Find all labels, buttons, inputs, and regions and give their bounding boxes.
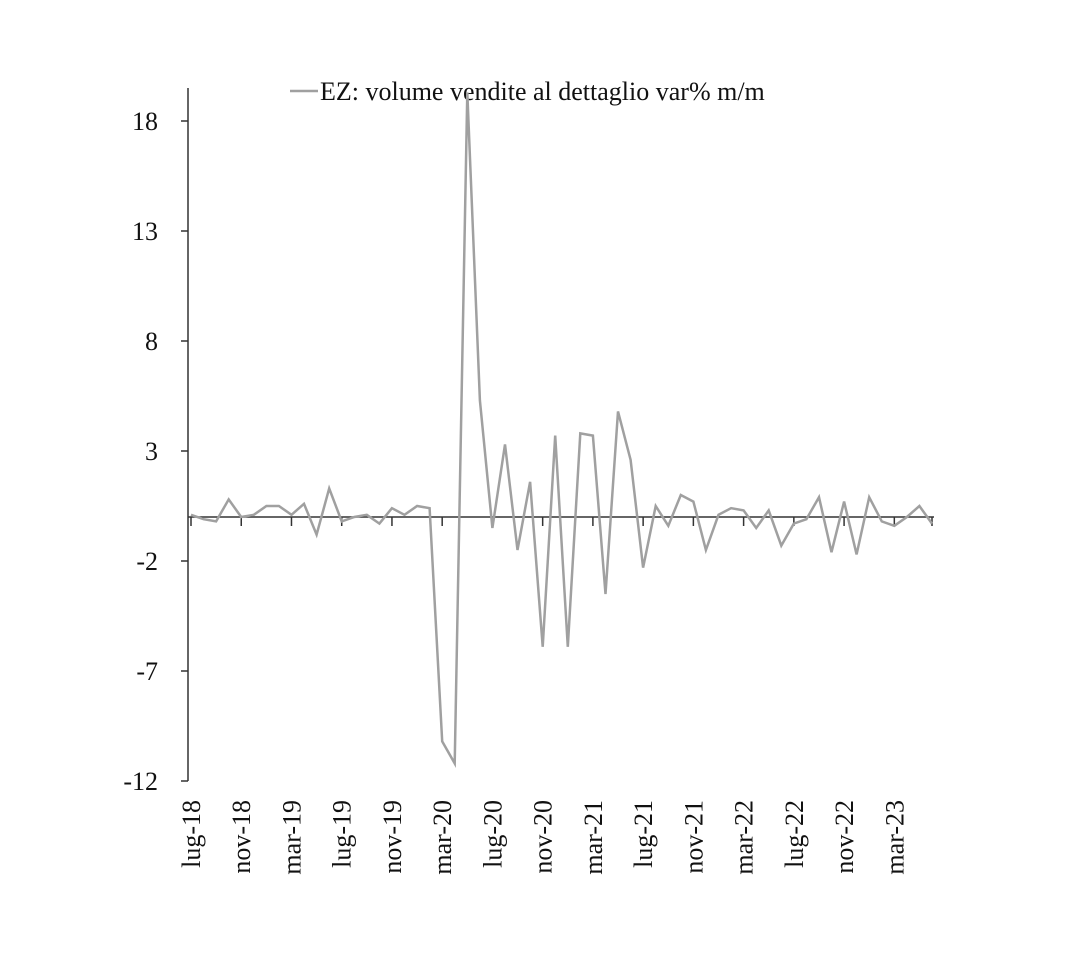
data-point <box>366 514 368 516</box>
y-tick-label: -7 <box>136 657 158 686</box>
data-point <box>768 509 770 511</box>
legend: EZ: volume vendite al dettaglio var% m/m <box>290 77 765 106</box>
data-point <box>893 525 895 527</box>
data-point <box>642 566 644 568</box>
data-point <box>202 518 204 520</box>
data-point <box>793 522 795 524</box>
data-point <box>655 505 657 507</box>
data-point <box>529 481 531 483</box>
x-tick-label: mar-20 <box>428 800 457 875</box>
data-point <box>328 487 330 489</box>
data-point <box>215 520 217 522</box>
data-point <box>881 520 883 522</box>
data-point <box>742 509 744 511</box>
data-point <box>504 443 506 445</box>
x-tick-label: nov-22 <box>830 800 859 874</box>
data-point <box>265 505 267 507</box>
data-point <box>479 399 481 401</box>
data-point <box>680 494 682 496</box>
x-tick-label: mar-23 <box>880 800 909 875</box>
data-point <box>403 514 405 516</box>
x-tick-label: mar-21 <box>579 800 608 875</box>
plot-area <box>190 91 934 768</box>
x-tick-label: lug-21 <box>629 800 658 868</box>
y-tick-label: 3 <box>145 437 158 466</box>
data-point <box>818 496 820 498</box>
data-point <box>454 762 456 764</box>
x-tick-label: nov-20 <box>529 800 558 874</box>
data-point <box>931 522 933 524</box>
y-tick-label: -2 <box>136 547 158 576</box>
x-tick-label: nov-18 <box>227 800 256 874</box>
data-point <box>341 520 343 522</box>
data-point <box>617 410 619 412</box>
data-point <box>554 434 556 436</box>
data-point <box>278 505 280 507</box>
data-point <box>253 514 255 516</box>
x-tick-label: mar-22 <box>730 800 759 875</box>
x-axis: lug-18 nov-18 mar-19 lug-19 nov-19 mar-20 lug-… <box>177 516 934 875</box>
series-line <box>190 92 934 768</box>
y-tick-label: -12 <box>123 767 158 796</box>
data-point <box>416 505 418 507</box>
data-point <box>303 503 305 505</box>
data-point <box>855 553 857 555</box>
data-point <box>378 522 380 524</box>
data-point <box>190 514 192 516</box>
data-point <box>466 91 468 93</box>
x-tick-label: lug-18 <box>177 800 206 868</box>
y-axis: 18 13 8 3 -2 -7 -12 <box>123 88 189 796</box>
data-point <box>906 516 908 518</box>
x-tick-label: lug-20 <box>478 800 507 868</box>
x-tick-label: nov-21 <box>679 800 708 874</box>
data-point <box>579 432 581 434</box>
x-tick-label: lug-19 <box>328 800 357 868</box>
data-point <box>730 507 732 509</box>
data-point <box>667 525 669 527</box>
data-point <box>542 646 544 648</box>
data-point <box>604 593 606 595</box>
data-point <box>843 500 845 502</box>
data-point <box>353 516 355 518</box>
data-point <box>868 496 870 498</box>
data-point <box>755 527 757 529</box>
data-point <box>629 459 631 461</box>
data-point <box>315 533 317 535</box>
data-point <box>830 551 832 553</box>
data-point <box>780 544 782 546</box>
data-point <box>717 514 719 516</box>
data-point <box>240 516 242 518</box>
x-tick-label: mar-19 <box>277 800 306 875</box>
y-tick-label: 13 <box>132 217 158 246</box>
data-point <box>228 498 230 500</box>
data-point <box>592 434 594 436</box>
data-point <box>391 507 393 509</box>
data-point <box>516 549 518 551</box>
legend-label: EZ: volume vendite al dettaglio var% m/m <box>320 77 765 106</box>
data-point <box>290 514 292 516</box>
x-tick-label: nov-19 <box>378 800 407 874</box>
data-point <box>428 507 430 509</box>
x-tick-label: lug-22 <box>780 800 809 868</box>
data-point <box>692 500 694 502</box>
data-point <box>567 646 569 648</box>
data-point <box>705 549 707 551</box>
data-point <box>491 527 493 529</box>
y-tick-label: 18 <box>132 107 158 136</box>
data-point <box>805 518 807 520</box>
y-tick-label: 8 <box>145 327 158 356</box>
data-point <box>441 740 443 742</box>
data-point <box>918 505 920 507</box>
